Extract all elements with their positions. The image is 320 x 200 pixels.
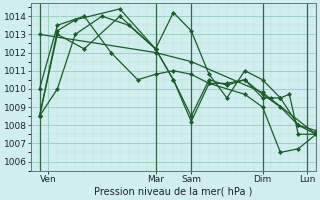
X-axis label: Pression niveau de la mer( hPa ): Pression niveau de la mer( hPa ) xyxy=(94,187,252,197)
